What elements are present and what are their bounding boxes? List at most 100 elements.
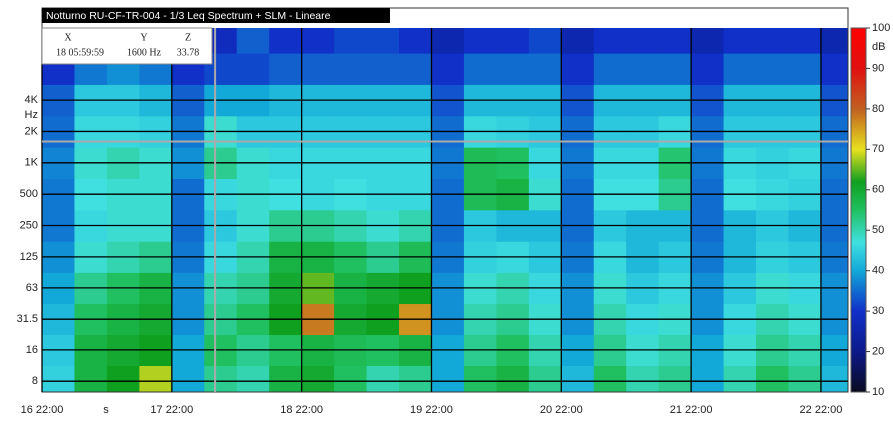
heatmap-cell bbox=[236, 53, 270, 85]
heatmap-cell bbox=[756, 28, 789, 54]
heatmap-cell bbox=[42, 365, 75, 393]
heatmap-cell bbox=[691, 53, 725, 85]
heatmap-cell bbox=[334, 53, 368, 85]
heatmap-cell bbox=[236, 365, 270, 393]
colorbar-tick-label: 70 bbox=[872, 143, 884, 155]
heatmap-cell bbox=[269, 53, 303, 85]
heatmap-cell bbox=[593, 365, 627, 393]
y-tick-label: 500 bbox=[20, 188, 38, 200]
heatmap-cell bbox=[820, 365, 849, 393]
colorbar-tick-label: 30 bbox=[872, 305, 884, 317]
heatmap-cell bbox=[496, 365, 530, 393]
heatmap-cell bbox=[463, 28, 497, 54]
y-tick-label: 8 bbox=[32, 375, 38, 387]
colorbar-label: dB bbox=[872, 41, 885, 53]
heatmap-cell bbox=[756, 365, 789, 393]
heatmap-cell bbox=[593, 28, 627, 54]
y-tick-label: 31.5 bbox=[17, 313, 38, 325]
heatmap-cell bbox=[658, 28, 692, 54]
heatmap-cell bbox=[723, 365, 757, 393]
heatmap-cell bbox=[431, 53, 465, 85]
colorbar-tick-label: 80 bbox=[872, 103, 884, 115]
heatmap-cell bbox=[691, 28, 725, 54]
x-tick-label: 19 22:00 bbox=[410, 404, 453, 416]
y-axis-label: Hz bbox=[25, 109, 38, 121]
heatmap-cell bbox=[528, 28, 562, 54]
heatmap-cell bbox=[561, 53, 595, 85]
heatmap-cell bbox=[593, 53, 627, 85]
heatmap-cell bbox=[431, 28, 465, 54]
heatmap-cell bbox=[431, 365, 465, 393]
y-tick-label: 4K bbox=[25, 94, 39, 106]
heatmap-cell bbox=[820, 53, 849, 85]
heatmap-cell bbox=[658, 53, 692, 85]
heatmap-cell bbox=[74, 365, 108, 393]
heatmap-cell bbox=[366, 28, 400, 54]
heatmap-cell bbox=[528, 53, 562, 85]
heatmap-cell bbox=[561, 365, 595, 393]
heatmap-cell bbox=[658, 365, 692, 393]
x-tick-label: 22 22:00 bbox=[800, 404, 843, 416]
heatmap-cell bbox=[496, 53, 530, 85]
heatmap-cell bbox=[399, 53, 432, 85]
y-tick-label: 63 bbox=[26, 282, 38, 294]
heatmap-cell bbox=[626, 28, 660, 54]
heatmap-cell bbox=[269, 28, 303, 54]
heatmap-cell bbox=[756, 53, 789, 85]
heatmap-cell bbox=[366, 365, 400, 393]
x-tick-label: 16 22:00 bbox=[21, 404, 64, 416]
heatmap-cell bbox=[820, 28, 849, 54]
heatmap-cell bbox=[106, 365, 140, 393]
heatmap-cell bbox=[528, 365, 562, 393]
heatmap-cell bbox=[334, 365, 368, 393]
heatmap-cell bbox=[723, 53, 757, 85]
x-tick-label: 20 22:00 bbox=[540, 404, 583, 416]
heatmap-cell bbox=[723, 28, 757, 54]
colorbar-tick-label: 60 bbox=[872, 184, 884, 196]
chart-title: Notturno RU-CF-TR-004 - 1/3 Leq Spectrum… bbox=[46, 10, 331, 22]
heatmap-cell bbox=[366, 53, 400, 85]
colorbar-tick-label: 20 bbox=[872, 345, 884, 357]
y-tick-label: 125 bbox=[20, 251, 38, 263]
heatmap-cell bbox=[139, 365, 173, 393]
y-tick-label: 1K bbox=[25, 157, 39, 169]
heatmap-cell bbox=[561, 28, 595, 54]
heatmap-cell bbox=[301, 28, 335, 54]
colorbar-tick-label: 90 bbox=[872, 62, 884, 74]
readout-head: Y bbox=[140, 32, 147, 43]
readout-head: X bbox=[64, 32, 72, 43]
heatmap-cell bbox=[334, 28, 368, 54]
heatmap-cell bbox=[171, 365, 205, 393]
y-tick-label: 16 bbox=[26, 344, 38, 356]
x-tick-label: 21 22:00 bbox=[670, 404, 713, 416]
colorbar bbox=[850, 27, 867, 393]
y-tick-label: 2K bbox=[25, 125, 39, 137]
readout-value: 18 05:59:59 bbox=[56, 47, 104, 58]
heatmap-cell bbox=[691, 365, 725, 393]
heatmap-cell bbox=[463, 53, 497, 85]
x-axis-label: s bbox=[103, 404, 109, 416]
heatmap-cell bbox=[626, 365, 660, 393]
cursor-readout: X Y Z 18 05:59:59 1600 Hz 33.78 bbox=[41, 27, 213, 65]
heatmap-cell bbox=[269, 365, 303, 393]
colorbar-tick-label: 100 bbox=[872, 22, 890, 34]
heatmap-cell bbox=[788, 28, 822, 54]
heatmap-cell bbox=[204, 365, 238, 393]
y-tick-label: 250 bbox=[20, 219, 38, 231]
heatmap-cell bbox=[788, 53, 822, 85]
readout-value: 33.78 bbox=[177, 47, 200, 58]
heatmap-cell bbox=[301, 365, 335, 393]
heatmap-cell bbox=[626, 53, 660, 85]
x-tick-label: 18 22:00 bbox=[280, 404, 323, 416]
x-tick-label: 17 22:00 bbox=[150, 404, 193, 416]
heatmap-cell bbox=[399, 28, 432, 54]
heatmap-cell bbox=[496, 28, 530, 54]
readout-box bbox=[41, 27, 213, 65]
readout-head: Z bbox=[185, 32, 191, 43]
heatmap-cell bbox=[399, 365, 432, 393]
colorbar-tick-label: 50 bbox=[872, 224, 884, 236]
heatmap-cell bbox=[788, 365, 822, 393]
colorbar-tick-label: 40 bbox=[872, 265, 884, 277]
title-box bbox=[42, 8, 390, 23]
